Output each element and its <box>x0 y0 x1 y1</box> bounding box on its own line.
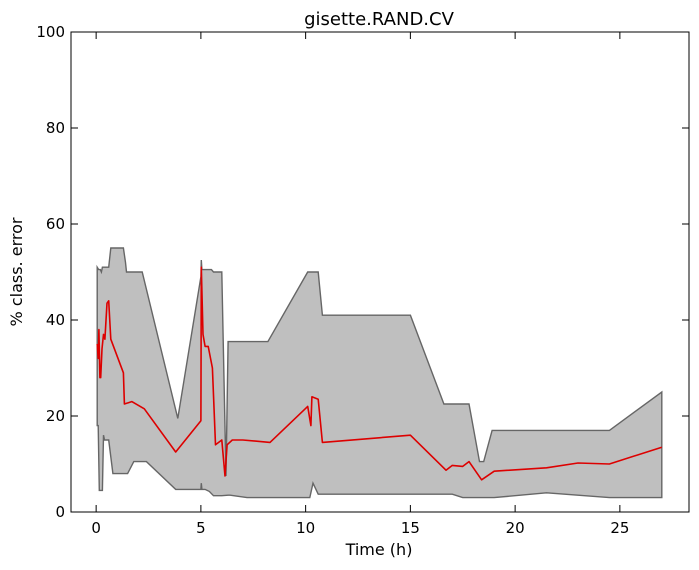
y-tick-label: 100 <box>36 23 65 41</box>
plot-frame <box>70 31 690 513</box>
x-tick-label: 15 <box>401 519 420 537</box>
x-axis-label: Time (h) <box>345 540 413 559</box>
x-tick-label: 20 <box>506 519 525 537</box>
chart-title: gisette.RAND.CV <box>304 9 454 30</box>
x-tick-label: 10 <box>296 519 315 537</box>
y-tick-label: 40 <box>46 311 65 329</box>
y-tick-label: 20 <box>46 407 65 425</box>
series-line-0 <box>96 266 663 481</box>
plot-area <box>96 247 663 499</box>
confidence-band <box>96 247 663 499</box>
axes: 0 5 10 15 20 25 0 20 40 60 80 100 <box>36 23 690 537</box>
x-tick-label: 5 <box>196 519 206 537</box>
x-tick-label: 0 <box>91 519 101 537</box>
y-tick-label: 60 <box>46 215 65 233</box>
y-tick-label: 0 <box>55 503 65 521</box>
y-tick-label: 80 <box>46 119 65 137</box>
x-tick-label: 25 <box>610 519 629 537</box>
y-axis-label: % class. error <box>7 217 26 326</box>
